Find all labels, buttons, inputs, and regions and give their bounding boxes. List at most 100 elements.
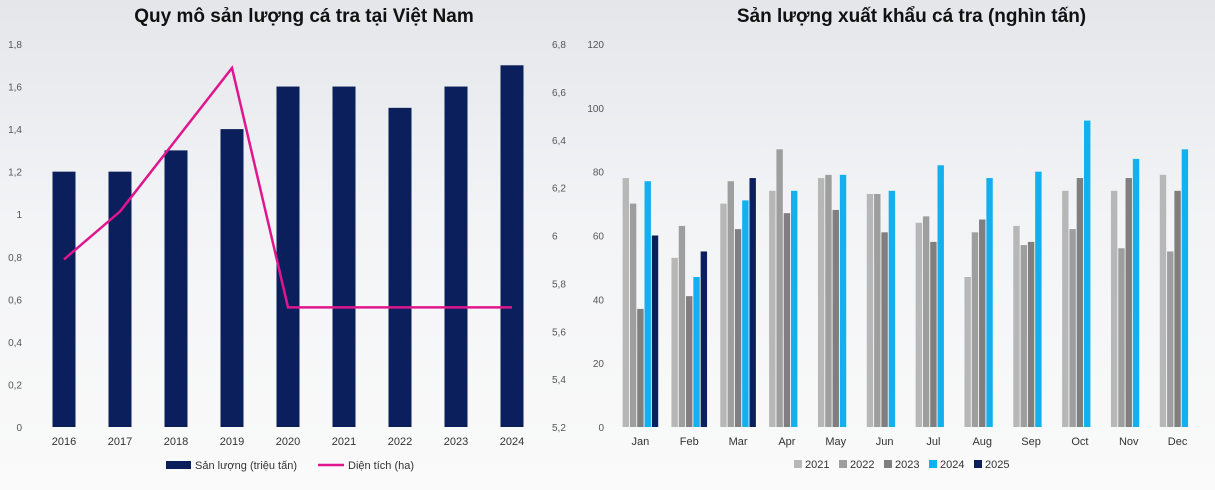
production-bar [388, 107, 412, 427]
export-bar-2022 [1167, 251, 1174, 427]
export-bar-2022 [727, 181, 734, 427]
x-category-label: Feb [680, 436, 699, 448]
export-bar-2021 [769, 190, 776, 427]
right-y-tick-label: 5,4 [552, 375, 566, 386]
x-category-label: Jun [876, 436, 894, 448]
right-y-tick-label: 6,2 [552, 184, 566, 195]
export-bar-2021 [720, 203, 727, 427]
export-bar-2023 [734, 229, 742, 427]
export-bar-2024 [839, 174, 847, 427]
x-category-label: Sep [1021, 436, 1041, 448]
production-chart-title: Quy mô sản lượng cá tra tại Việt Nam [134, 6, 474, 27]
export-bar-2022 [1118, 248, 1125, 427]
export-bar-2024 [1035, 171, 1042, 427]
export-bar-2021 [915, 222, 923, 427]
left-y-tick-label: 1 [16, 210, 22, 221]
right-y-tick-label: 6,6 [552, 88, 566, 99]
export-bar-2022 [922, 216, 930, 427]
export-bar-2023 [783, 213, 791, 427]
export-bar-2023 [1174, 190, 1181, 427]
right-y-tick-label: 5,2 [552, 423, 566, 434]
export-bar-2022 [874, 194, 881, 427]
legend-swatch-2023 [884, 460, 892, 468]
production-bar [52, 171, 76, 427]
left-y-tick-label: 1,2 [8, 168, 22, 179]
export-bar-2024 [693, 276, 700, 427]
export-bar-2022 [1020, 245, 1027, 427]
export-chart-panel: Sản lượng xuất khẩu cá tra (nghìn tấn) 0… [587, 0, 1215, 490]
y-tick-label: 60 [593, 232, 605, 243]
legend-swatch-2024 [929, 460, 937, 468]
right-y-tick-label: 6,4 [552, 136, 566, 147]
export-bar-2024 [1132, 158, 1140, 427]
legend-swatch-2021 [794, 460, 802, 468]
x-category-label: Oct [1071, 436, 1088, 448]
x-category-label: Jan [632, 436, 650, 448]
production-bar [444, 86, 468, 428]
export-bar-2021 [866, 194, 874, 427]
x-category-label: 2024 [500, 436, 524, 448]
left-y-tick-label: 0,6 [8, 295, 22, 306]
x-category-label: 2021 [332, 436, 356, 448]
right-y-tick-label: 5,8 [552, 279, 566, 290]
export-bar-2022 [971, 232, 979, 427]
export-bar-2023 [881, 232, 888, 427]
production-chart-panel: Quy mô sản lượng cá tra tại Việt Nam 0 0,… [8, 6, 566, 472]
x-category-label: 2023 [444, 436, 468, 448]
export-chart: 0 20 40 60 80 100 120 Jan Feb Mar Apr May Jun Jul Aug S… [587, 40, 1189, 471]
x-category-label: Nov [1119, 436, 1139, 448]
export-bar-2022 [776, 149, 783, 427]
x-category-label: 2022 [388, 436, 412, 448]
left-y-tick-label: 0,8 [8, 253, 22, 264]
x-category-label: 2016 [52, 436, 76, 448]
export-bar-2021 [964, 276, 971, 427]
y-tick-label: 40 [593, 295, 605, 306]
legend-swatch-production [166, 461, 191, 469]
x-category-label: 2019 [220, 436, 244, 448]
export-bar-2023 [1027, 241, 1035, 427]
export-bar-2022 [825, 174, 832, 427]
export-bar-2023 [930, 241, 937, 427]
export-chart-title: Sản lượng xuất khẩu cá tra (nghìn tấn) [736, 6, 1087, 27]
export-bar-2025 [749, 178, 756, 427]
x-category-label: 2018 [164, 436, 188, 448]
x-category-label: Mar [729, 436, 748, 448]
export-bar-2022 [678, 225, 686, 427]
left-y-tick-label: 0,4 [8, 338, 22, 349]
production-bar [500, 65, 524, 428]
export-bar-2023 [1076, 178, 1084, 427]
export-bar-2023 [1125, 178, 1132, 427]
legend-label-2023: 2023 [895, 459, 919, 471]
export-bar-2025 [700, 251, 708, 427]
export-bar-2021 [1062, 190, 1069, 427]
legend-label-2021: 2021 [805, 459, 829, 471]
production-bar [220, 129, 244, 427]
y-tick-label: 100 [587, 104, 604, 115]
y-tick-label: 0 [598, 423, 604, 434]
production-bar [108, 171, 132, 427]
production-chart: 0 0,2 0,4 0,6 0,8 1 1,2 1,4 1,6 1,8 5,2 5,4 5,6 5,8 6 6… [8, 40, 566, 472]
left-y-tick-label: 0 [16, 423, 22, 434]
export-bar-2024 [791, 190, 798, 427]
legend-swatch-2025 [974, 460, 982, 468]
y-tick-label: 20 [593, 359, 605, 370]
legend-label-production: Sản lượng (triệu tấn) [195, 460, 297, 472]
area-line [63, 65, 512, 309]
export-bar-2024 [888, 190, 896, 427]
x-category-label: May [825, 436, 846, 448]
production-bar [164, 150, 188, 427]
legend-label-2024: 2024 [940, 459, 964, 471]
production-bar [276, 86, 300, 428]
left-y-tick-label: 1,4 [8, 125, 22, 136]
y-tick-label: 120 [587, 40, 604, 51]
legend-label-2022: 2022 [850, 459, 874, 471]
export-bar-2024 [1084, 120, 1091, 427]
x-category-label: 2020 [276, 436, 300, 448]
export-bar-2024 [742, 200, 749, 427]
left-y-tick-label: 1,8 [8, 40, 22, 51]
export-bar-2024 [986, 178, 993, 427]
export-bar-2021 [622, 178, 630, 427]
x-category-label: Dec [1168, 436, 1188, 448]
x-category-label: 2017 [108, 436, 132, 448]
right-y-tick-label: 6 [552, 232, 558, 243]
